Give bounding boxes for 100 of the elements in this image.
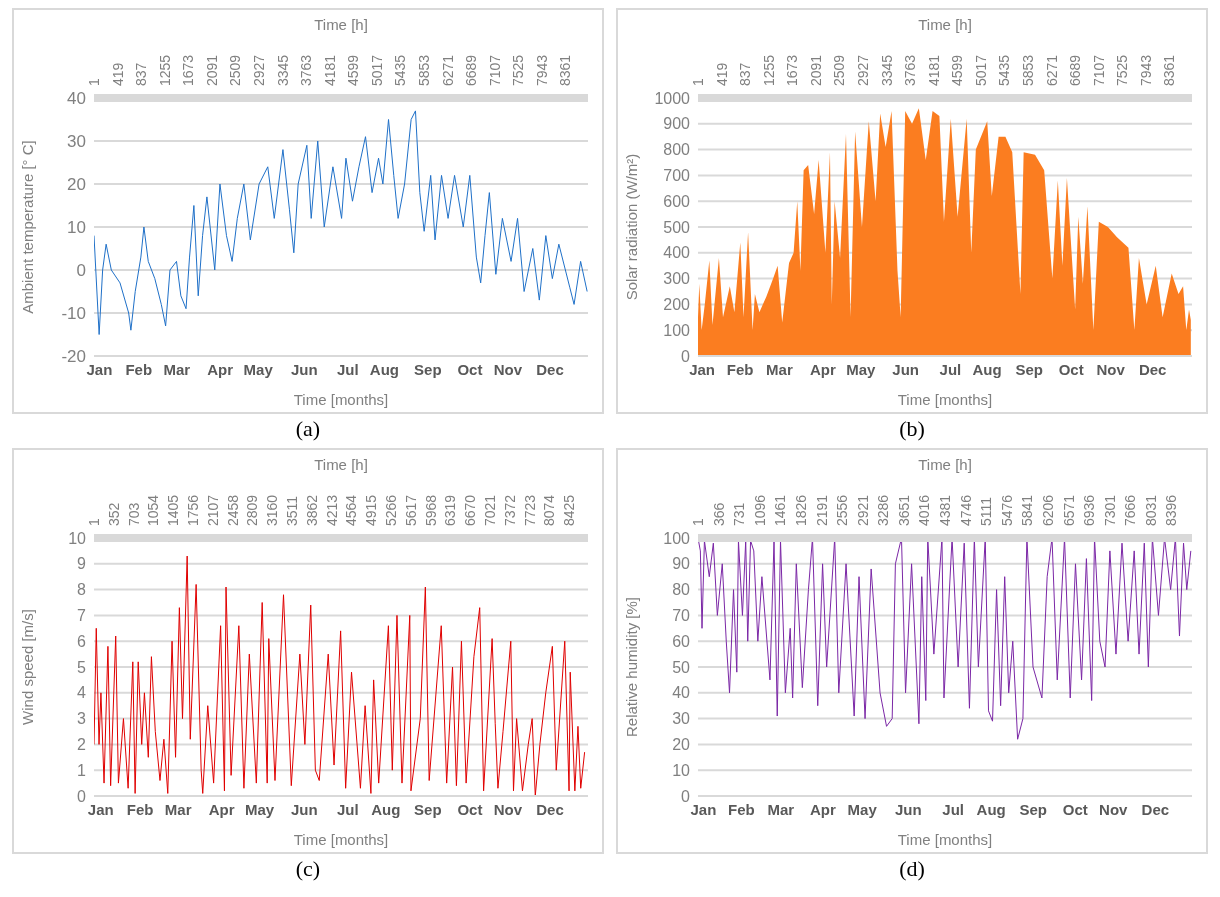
y-tick-label: 10 — [67, 218, 86, 238]
x-tick-label: 7107 — [486, 54, 503, 86]
x-tick-label: 4599 — [345, 54, 362, 86]
x-tick-label: 4746 — [957, 494, 974, 526]
x-tick-label: 7525 — [1114, 54, 1131, 86]
x-tick-label: 6206 — [1039, 494, 1056, 526]
x2-tick-label: Feb — [125, 360, 153, 378]
x2-tick-label: Feb — [126, 800, 154, 818]
x2-tick-label: Nov — [493, 800, 523, 818]
x2-tick-label: Sep — [414, 360, 442, 378]
x-tick-label: 2809 — [244, 494, 261, 526]
x-tick-label: 1 — [690, 78, 706, 86]
y-tick-label: -10 — [61, 304, 86, 324]
x2-tick-label: Jul — [336, 800, 359, 818]
x-tick-label: 5017 — [368, 54, 385, 86]
x-tick-label: 8031 — [1142, 494, 1159, 526]
y-tick-label: 4 — [77, 684, 87, 702]
x-tick-label: 419 — [109, 62, 126, 86]
x-tick-label: 4381 — [937, 494, 954, 526]
x-tick-label: 5853 — [1020, 54, 1037, 86]
x-tick-label: 1255 — [156, 54, 173, 86]
y-tick-label: 40 — [67, 89, 86, 109]
x-tick-label: 7301 — [1101, 494, 1118, 526]
y-tick-label: 1000 — [654, 89, 691, 107]
y-tick-label: 10 — [68, 529, 87, 547]
x-tick-label: 731 — [731, 502, 748, 526]
x-tick-label: 5617 — [402, 494, 419, 526]
x-tick-label: 5476 — [998, 494, 1015, 526]
x-tick-label: 2509 — [227, 54, 244, 86]
x2-tick-label: Jul — [336, 360, 359, 378]
y-tick-label: 400 — [663, 244, 691, 262]
x-tick-label: 5435 — [996, 54, 1013, 86]
x2-tick-label: Jun — [895, 800, 922, 818]
x-tick-label: 1096 — [751, 494, 768, 526]
x-tick-label: 1 — [690, 518, 706, 526]
x-tick-label: 2458 — [224, 494, 241, 526]
x2-tick-label: Dec — [536, 360, 564, 378]
x-tick-label: 6271 — [1043, 54, 1060, 86]
y-tick-label: 300 — [663, 270, 691, 288]
x2-axis-title: Time [months] — [293, 391, 389, 408]
x-tick-label: 2927 — [251, 54, 268, 86]
x2-tick-label: Feb — [726, 360, 754, 378]
x2-tick-label: Jul — [942, 800, 964, 818]
text: (b) — [899, 416, 925, 442]
x-tick-label: 1 — [86, 78, 102, 86]
x2-tick-label: Mar — [767, 800, 795, 818]
y-tick-label: 700 — [663, 167, 691, 185]
y-tick-label: 80 — [672, 581, 691, 599]
x2-tick-label: Oct — [457, 360, 483, 378]
x-tick-label: 7666 — [1122, 494, 1139, 526]
x-axis-title: Time [h] — [314, 455, 368, 473]
x-tick-label: 1405 — [165, 494, 182, 526]
x-tick-label: 3862 — [303, 494, 320, 526]
x-tick-label: 4181 — [321, 54, 338, 86]
x2-tick-label: Dec — [1141, 800, 1170, 818]
x2-tick-label: Aug — [371, 800, 401, 818]
text: (a) — [295, 416, 321, 442]
x2-tick-label: Jan — [86, 360, 113, 378]
x-tick-label: 3345 — [878, 54, 895, 86]
y-tick-label: 60 — [672, 632, 691, 650]
x-tick-label: 352 — [105, 502, 122, 526]
x-tick-label: 837 — [737, 62, 754, 86]
x-tick-label: 2927 — [855, 54, 872, 86]
y-tick-label: 0 — [76, 261, 86, 281]
y-tick-label: 10 — [672, 761, 691, 779]
x-tick-label: 8425 — [561, 494, 578, 526]
x-tick-label: 7943 — [1137, 54, 1154, 86]
y-tick-label: 20 — [672, 736, 691, 754]
x-tick-label: 4599 — [949, 54, 966, 86]
x-tick-label: 703 — [125, 502, 142, 526]
x2-tick-label: Sep — [1015, 360, 1043, 378]
x-tick-label: 8361 — [1161, 54, 1178, 86]
x2-tick-label: Nov — [1096, 360, 1126, 378]
x2-tick-label: Jan — [690, 800, 717, 818]
x-tick-label: 2191 — [813, 494, 830, 526]
y-tick-label: 30 — [672, 710, 691, 728]
x-tick-label: 2107 — [204, 494, 221, 526]
x-tick-label: 3160 — [264, 494, 281, 526]
y-tick-label: 7 — [77, 607, 87, 625]
x-tick-label: 2091 — [203, 54, 220, 86]
y-tick-label: 900 — [663, 115, 691, 133]
x-tick-label: 8361 — [557, 54, 574, 86]
y-tick-label: -20 — [61, 347, 86, 367]
x-tick-label: 366 — [710, 502, 727, 526]
y-tick-label: 0 — [681, 347, 691, 365]
x-tick-label: 3763 — [298, 54, 315, 86]
y-tick-label: 50 — [672, 658, 691, 676]
x2-tick-label: Aug — [369, 360, 400, 378]
x-tick-label: 7525 — [510, 54, 527, 86]
x-tick-label: 6936 — [1081, 494, 1098, 526]
x-tick-label: 1673 — [180, 54, 197, 86]
x2-tick-label: Jan — [689, 360, 715, 378]
y-tick-label: 500 — [663, 218, 691, 236]
x2-tick-label: Dec — [1138, 360, 1167, 378]
x-tick-label: 6571 — [1060, 494, 1077, 526]
x-tick-label: 5841 — [1019, 494, 1036, 526]
x-tick-label: 4915 — [363, 494, 380, 526]
x-tick-label: 1255 — [760, 54, 777, 86]
x-tick-label: 3286 — [875, 494, 892, 526]
x-axis-title: Time [h] — [918, 455, 972, 473]
